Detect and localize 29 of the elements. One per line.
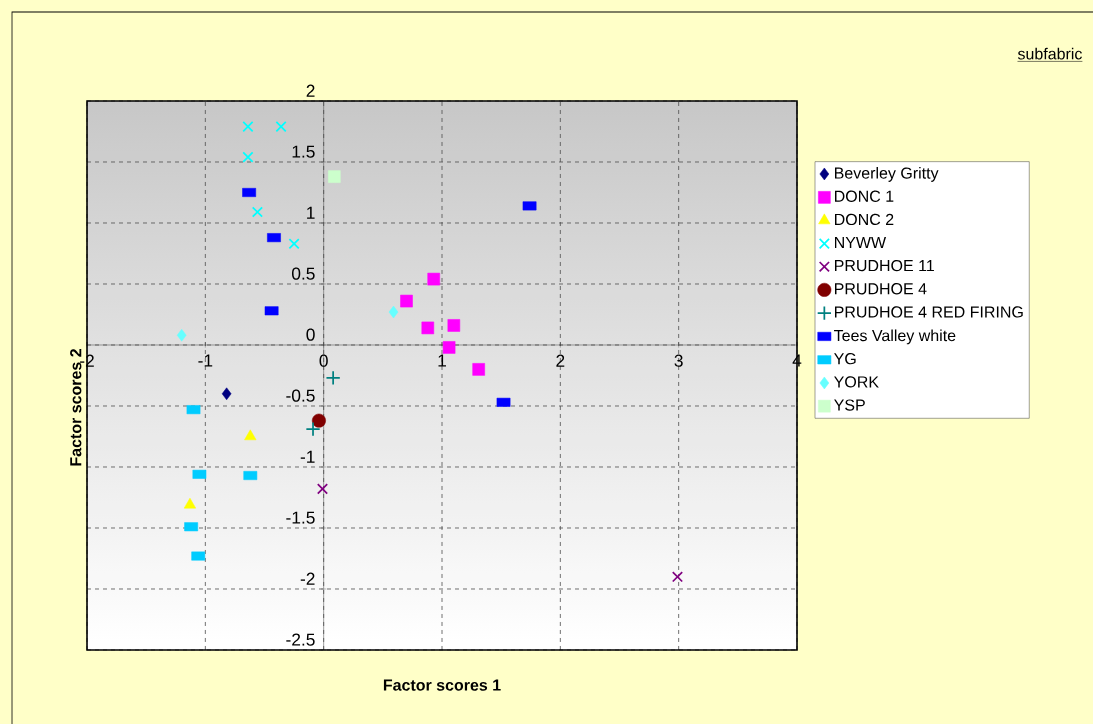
legend-label: YG: [834, 353, 856, 365]
y-tick-label: -1.5: [286, 511, 315, 524]
y-tick-label: -2.5: [286, 633, 315, 646]
text: subfabric: [1017, 47, 1082, 60]
y-tick-label: 0: [306, 328, 315, 341]
legend-label: PRUDHOE 4: [835, 283, 927, 295]
x-tick-label: 0: [319, 354, 328, 367]
legend-label: PRUDHOE 4 RED FIRING: [835, 306, 1023, 318]
legend-label: Tees Valley white: [834, 329, 956, 345]
y-tick-label: 1: [307, 206, 315, 219]
x-tick-label: 3: [674, 354, 683, 367]
y-tick-label: 1.5: [292, 145, 315, 158]
x-tick-label: -1: [198, 354, 213, 367]
y-tick-label: -1: [300, 450, 315, 463]
y-tick-label: -2: [300, 572, 315, 585]
x-axis-title: Factor scores 1: [383, 679, 501, 691]
y-axis-title: Factor scores 2: [70, 349, 82, 466]
legend-label: YORK: [834, 376, 879, 388]
x-tick-label: 1: [438, 354, 446, 367]
x-tick-label: 2: [556, 354, 565, 367]
legend-label: DONC 1: [835, 190, 894, 202]
legend-label: YSP: [834, 399, 865, 411]
y-tick-label: 2: [306, 84, 315, 97]
legend-label: NYWW: [835, 236, 887, 248]
y-tick-label: -0.5: [286, 389, 315, 402]
legend-label: Beverley Gritty: [835, 167, 939, 182]
legend-label: PRUDHOE 11: [835, 259, 934, 272]
y-tick-label: 0.5: [291, 267, 315, 280]
legend-label: DONC 2: [835, 213, 894, 226]
